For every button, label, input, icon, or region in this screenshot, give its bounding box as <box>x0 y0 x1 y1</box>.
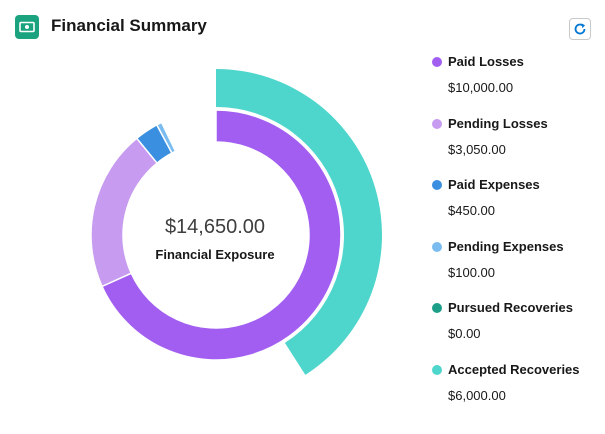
money-icon <box>15 15 39 39</box>
slice-pending-expenses[interactable] <box>155 121 177 155</box>
legend-item-pending-losses[interactable]: Pending Losses $3,050.00 <box>432 114 602 176</box>
legend-label: Pending Expenses <box>448 238 564 254</box>
legend-label: Pending Losses <box>448 115 548 131</box>
legend-value: $10,000.00 <box>448 80 514 95</box>
legend-value: $450.00 <box>448 203 495 218</box>
financial-chart <box>90 69 382 375</box>
legend-label: Accepted Recoveries <box>448 361 580 377</box>
legend-item-paid-expenses[interactable]: Paid Expenses $450.00 <box>432 175 602 237</box>
legend-dot <box>432 364 442 375</box>
refresh-icon <box>574 23 586 35</box>
legend-value: $6,000.00 <box>448 387 506 403</box>
slice-paid-losses[interactable] <box>101 109 342 361</box>
legend-label: Paid Expenses <box>448 177 540 192</box>
slice-accepted-recoveries[interactable] <box>216 69 382 375</box>
legend-label: Paid Losses <box>448 54 524 69</box>
financial-donut-chart <box>90 69 382 375</box>
slice-pending-losses[interactable] <box>90 137 159 288</box>
financial-exposure-label: Financial Exposure <box>155 247 275 262</box>
legend-dot <box>432 118 442 129</box>
legend-label: Pursued Recoveries <box>448 300 574 315</box>
legend-item-pending-expenses[interactable]: Pending Expenses $100.00 <box>432 237 602 299</box>
legend-item-paid-losses[interactable]: Paid Losses $10,000.00 <box>432 52 602 114</box>
card-title: Financial Summary <box>51 16 207 35</box>
center-summary: $14,650.00 Financial Exposure <box>100 215 330 262</box>
legend-dot <box>432 303 442 313</box>
financial-exposure-value: $14,650.00 <box>164 216 266 238</box>
legend-value: $3,050.00 <box>448 141 506 157</box>
chart-legend: Paid Losses $10,000.00 Pending Losses $3… <box>432 52 602 421</box>
legend-item-pursued-recoveries[interactable]: Pursued Recoveries $0.00 <box>432 298 602 360</box>
legend-value: $0.00 <box>448 326 481 341</box>
refresh-button[interactable] <box>569 18 591 40</box>
legend-dot <box>432 57 442 67</box>
legend-dot <box>432 180 442 190</box>
legend-value: $100.00 <box>448 264 495 280</box>
legend-dot <box>432 241 442 252</box>
legend-item-accepted-recoveries[interactable]: Accepted Recoveries $6,000.00 <box>432 360 602 422</box>
